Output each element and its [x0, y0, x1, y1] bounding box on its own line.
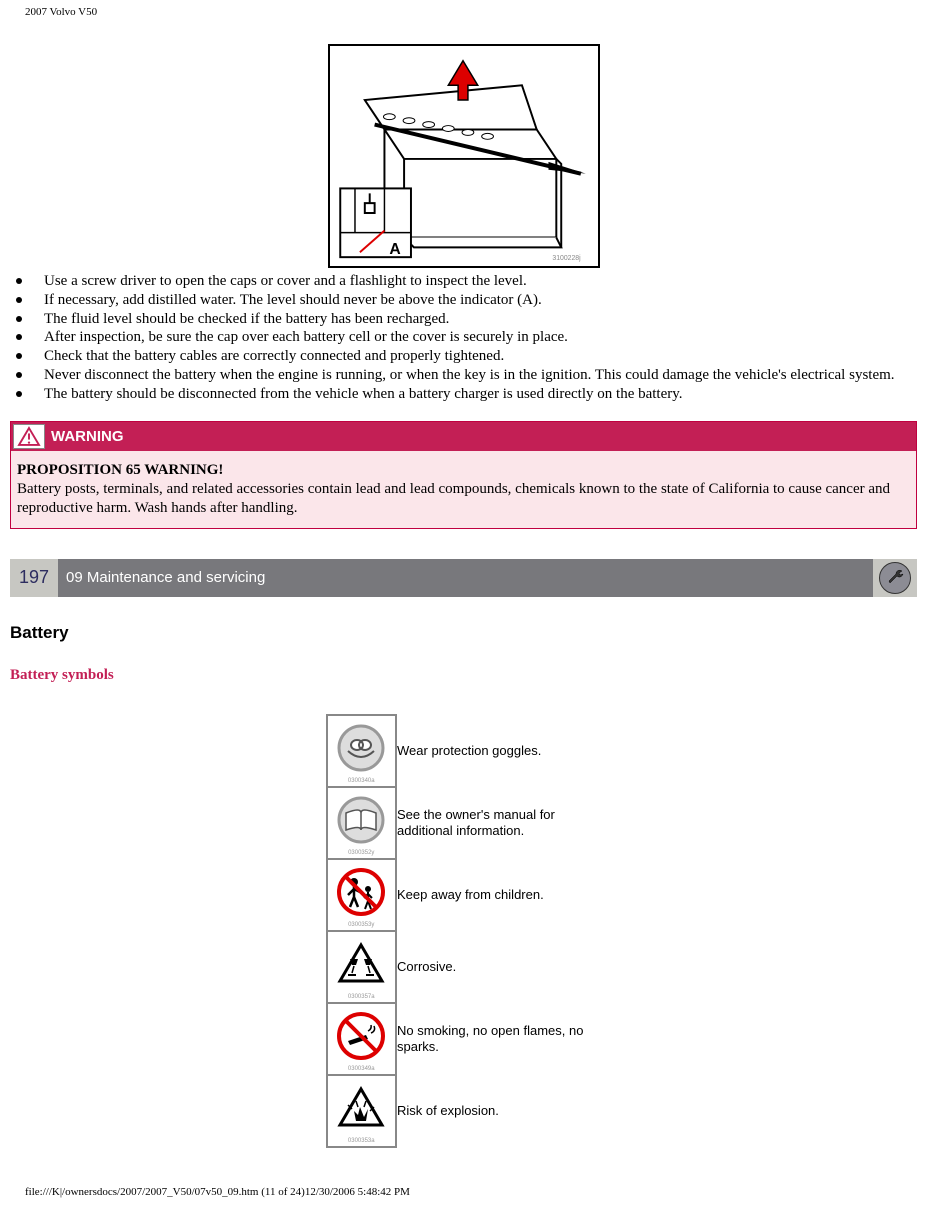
symbol-label: Wear protection goggles.: [396, 715, 600, 787]
page-header: 2007 Volvo V50: [0, 0, 927, 18]
warning-box: WARNING PROPOSITION 65 WARNING! Battery …: [10, 421, 917, 528]
goggles-icon: 0300340a: [327, 715, 397, 787]
page-number: 197: [10, 559, 58, 597]
wrench-icon: [873, 559, 917, 597]
warning-prop65: PROPOSITION 65 WARNING!: [17, 462, 223, 478]
battery-symbols-table: 0300340a Wear protection goggles. 030035…: [326, 714, 602, 1148]
explosion-icon: 0300353a: [327, 1075, 397, 1147]
section-bar: 197 09 Maintenance and servicing: [10, 559, 917, 597]
symbol-label: Keep away from children.: [396, 859, 600, 931]
symbol-label: No smoking, no open flames, no sparks.: [396, 1003, 600, 1075]
manual-icon: 0300352y: [327, 787, 397, 859]
section-title: 09 Maintenance and servicing: [58, 559, 873, 597]
warning-title: WARNING: [51, 428, 124, 445]
instruction-list: Use a screw driver to open the caps or c…: [0, 272, 927, 403]
children-icon: 0300353y: [327, 859, 397, 931]
list-item: Use a screw driver to open the caps or c…: [30, 272, 917, 291]
list-item: The fluid level should be checked if the…: [30, 310, 917, 329]
list-item: Never disconnect the battery when the en…: [30, 366, 917, 385]
symbol-label: Risk of explosion.: [396, 1075, 600, 1147]
heading-battery-symbols: Battery symbols: [10, 667, 927, 684]
page-footer: file:///K|/ownersdocs/2007/2007_V50/07v5…: [0, 1148, 927, 1210]
diagram-ref: 3100228j: [552, 255, 581, 262]
list-item: Check that the battery cables are correc…: [30, 347, 917, 366]
warning-triangle-icon: [13, 424, 45, 449]
corrosive-icon: 0300357a: [327, 931, 397, 1003]
nosmoking-icon: 0300349a: [327, 1003, 397, 1075]
heading-battery: Battery: [10, 623, 927, 643]
warning-body: PROPOSITION 65 WARNING! Battery posts, t…: [11, 451, 916, 527]
warning-header: WARNING: [11, 422, 916, 451]
warning-text: Battery posts, terminals, and related ac…: [17, 481, 890, 516]
list-item: The battery should be disconnected from …: [30, 385, 917, 404]
symbol-label: Corrosive.: [396, 931, 600, 1003]
symbol-label: See the owner's manual for additional in…: [396, 787, 600, 859]
battery-diagram: A 3100228j: [328, 44, 600, 268]
indicator-label: A: [389, 241, 400, 258]
list-item: After inspection, be sure the cap over e…: [30, 328, 917, 347]
list-item: If necessary, add distilled water. The l…: [30, 291, 917, 310]
